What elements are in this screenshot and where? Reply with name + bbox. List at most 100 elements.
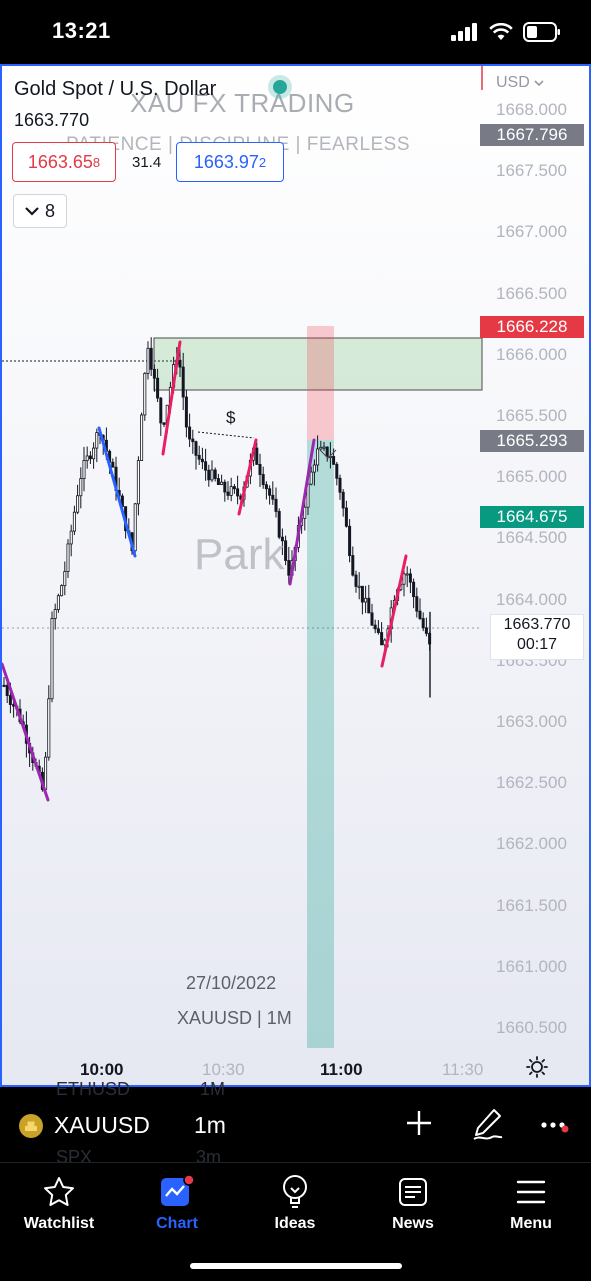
candle-bearish	[280, 536, 284, 542]
trend-line-drawing[interactable]	[380, 554, 408, 668]
candle-bullish	[44, 756, 48, 790]
candle-bearish	[348, 525, 352, 556]
chart-settings-button[interactable]	[526, 1056, 548, 1083]
sell-button[interactable]: 1663.65 8	[12, 142, 116, 182]
chart-icon	[161, 1174, 195, 1206]
price-level-tag: 1667.796	[480, 124, 584, 146]
candle-bearish	[408, 573, 412, 583]
price-axis-label: 1660.500	[496, 1018, 567, 1037]
candle-bullish	[95, 432, 99, 449]
drawing-tools-button[interactable]	[472, 1107, 504, 1146]
trend-line-drawing[interactable]	[237, 438, 258, 516]
candle-bearish	[226, 491, 230, 496]
gold-coin-icon	[18, 1113, 44, 1144]
candle-bullish	[82, 460, 86, 480]
chart-area[interactable]: XAU FX TRADING PATIENCE | DISCIPLINE | F…	[0, 64, 591, 1087]
price-axis-label: 1664.000	[496, 589, 567, 609]
stop-loss-zone[interactable]	[307, 326, 334, 440]
trend-line-drawing[interactable]	[288, 438, 316, 586]
candle-bearish	[360, 585, 364, 603]
current-price-tag: 1663.770 00:17	[490, 614, 584, 660]
tab-label: Menu	[510, 1215, 552, 1232]
candle-bullish	[66, 543, 70, 572]
chart-annotation-dollar[interactable]: $	[226, 408, 236, 427]
symbol-watermark: XAUUSD | 1M	[177, 1008, 292, 1028]
symbol-title[interactable]: Gold Spot / U.S. Dollar	[14, 78, 217, 100]
price-axis-label: 1666.000	[496, 344, 567, 364]
candle-bearish	[213, 469, 217, 479]
candle-bearish	[152, 368, 156, 379]
candle-bearish	[204, 461, 208, 471]
tab-chart[interactable]: Chart	[127, 1173, 227, 1233]
watermark-title: XAU FX TRADING	[130, 88, 355, 118]
news-icon	[399, 1178, 427, 1206]
candle-bearish	[370, 612, 374, 626]
bottom-tab-bar: Watchlist Chart Ideas News Menu	[0, 1162, 591, 1281]
add-button[interactable]	[405, 1109, 433, 1142]
trend-line-drawing[interactable]	[2, 662, 50, 802]
candle-bearish	[178, 359, 182, 368]
candle-bullish	[309, 471, 313, 485]
candle-bullish	[143, 372, 147, 416]
liquidity-line-drawing[interactable]	[197, 431, 255, 439]
candle-bearish	[271, 494, 275, 500]
candle-bearish	[338, 477, 342, 493]
candle-bullish	[72, 511, 76, 532]
currency-selector[interactable]: USD	[496, 74, 544, 92]
tab-watchlist[interactable]: Watchlist	[9, 1173, 109, 1233]
buy-button[interactable]: 1663.97 2	[176, 142, 284, 182]
supply-zone-rectangle[interactable]	[153, 337, 483, 391]
candle-bullish	[322, 446, 326, 449]
trend-line-drawing[interactable]	[97, 426, 137, 558]
chevron-down-icon	[25, 207, 39, 216]
candle-bullish	[69, 530, 73, 545]
candle-bearish	[149, 347, 153, 370]
candle-bearish	[268, 488, 272, 496]
chart-canvas[interactable]	[2, 66, 589, 1085]
tab-ideas[interactable]: Ideas	[245, 1173, 345, 1233]
chart-text-note[interactable]: Park	[194, 530, 285, 579]
candle-bearish	[354, 574, 358, 587]
candle-bearish	[162, 422, 166, 425]
hamburger-icon	[516, 1180, 546, 1204]
cellular-signal-icon	[451, 23, 477, 41]
indicators-toggle-button[interactable]: 8	[13, 194, 67, 228]
candle-bullish	[405, 573, 409, 576]
price-axis-label: 1662.500	[496, 773, 567, 793]
candle-bearish	[184, 396, 188, 428]
battery-icon	[523, 22, 560, 42]
symbol-search-button[interactable]: XAUUSD	[54, 1112, 150, 1138]
ask-price: 1663.97	[193, 151, 259, 172]
interval-button[interactable]: 1m	[194, 1112, 226, 1138]
candle-bearish	[284, 540, 288, 561]
candle-bearish	[351, 555, 355, 576]
candle-bearish	[341, 491, 345, 509]
tab-label: News	[392, 1215, 434, 1232]
candle-bearish	[380, 632, 384, 646]
candle-bearish	[5, 685, 9, 696]
scroll-ghost-interval: 1M	[200, 1079, 226, 1099]
take-profit-zone[interactable]	[307, 440, 334, 1048]
candle-bearish	[111, 461, 115, 468]
candle-bearish	[325, 446, 329, 457]
tab-news[interactable]: News	[363, 1173, 463, 1233]
ask-price-pip: 2	[258, 154, 267, 170]
price-axis-label: 1665.000	[496, 467, 567, 487]
candle-bearish	[216, 478, 220, 486]
candle-bearish	[415, 596, 419, 612]
pen-icon	[473, 1109, 503, 1140]
candle-bullish	[85, 455, 89, 461]
tab-menu[interactable]: Menu	[481, 1173, 581, 1233]
candle-bullish	[133, 503, 137, 552]
entry-marker-drawing[interactable]	[319, 449, 337, 459]
candle-bearish	[232, 486, 236, 490]
trend-line-drawing[interactable]	[161, 340, 182, 456]
price-axis-label: 1667.500	[496, 161, 567, 181]
more-options-button[interactable]	[540, 1119, 570, 1138]
candle-bearish	[376, 628, 380, 633]
candle-bearish	[200, 458, 204, 463]
time-axis-label: 11:00	[320, 1060, 363, 1079]
price-axis-label: 1661.000	[496, 956, 567, 976]
candle-bullish	[316, 448, 320, 466]
candle-bearish	[223, 481, 227, 493]
